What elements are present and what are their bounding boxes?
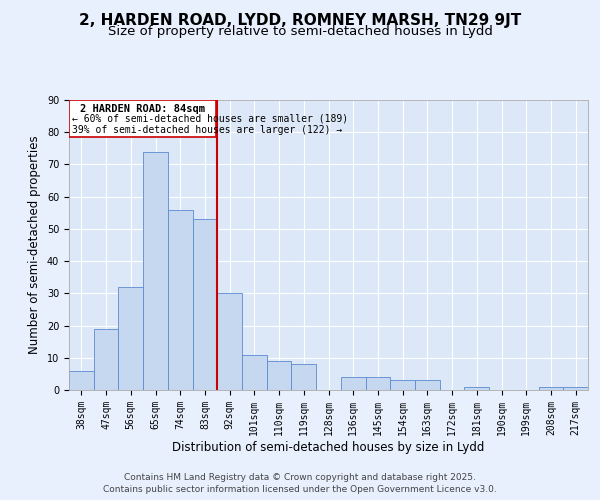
Bar [464, 387, 489, 390]
Text: Contains HM Land Registry data © Crown copyright and database right 2025.: Contains HM Land Registry data © Crown c… [124, 472, 476, 482]
Bar [390, 380, 415, 390]
Text: 39% of semi-detached houses are larger (122) →: 39% of semi-detached houses are larger (… [72, 125, 342, 135]
Y-axis label: Number of semi-detached properties: Number of semi-detached properties [28, 136, 41, 354]
Bar [217, 294, 242, 390]
Bar [193, 219, 217, 390]
Bar [94, 329, 118, 390]
Bar [267, 361, 292, 390]
Bar [415, 380, 440, 390]
Bar [118, 287, 143, 390]
X-axis label: Distribution of semi-detached houses by size in Lydd: Distribution of semi-detached houses by … [172, 440, 485, 454]
Bar [69, 370, 94, 390]
Bar [143, 152, 168, 390]
Bar [168, 210, 193, 390]
Text: ← 60% of semi-detached houses are smaller (189): ← 60% of semi-detached houses are smalle… [72, 114, 348, 124]
Text: 2, HARDEN ROAD, LYDD, ROMNEY MARSH, TN29 9JT: 2, HARDEN ROAD, LYDD, ROMNEY MARSH, TN29… [79, 12, 521, 28]
Bar [341, 377, 365, 390]
Text: Size of property relative to semi-detached houses in Lydd: Size of property relative to semi-detach… [107, 25, 493, 38]
FancyBboxPatch shape [70, 100, 216, 137]
Bar [365, 377, 390, 390]
Bar [539, 387, 563, 390]
Text: 2 HARDEN ROAD: 84sqm: 2 HARDEN ROAD: 84sqm [80, 104, 205, 114]
Bar [242, 354, 267, 390]
Bar [563, 387, 588, 390]
Bar [292, 364, 316, 390]
Text: Contains public sector information licensed under the Open Government Licence v3: Contains public sector information licen… [103, 485, 497, 494]
